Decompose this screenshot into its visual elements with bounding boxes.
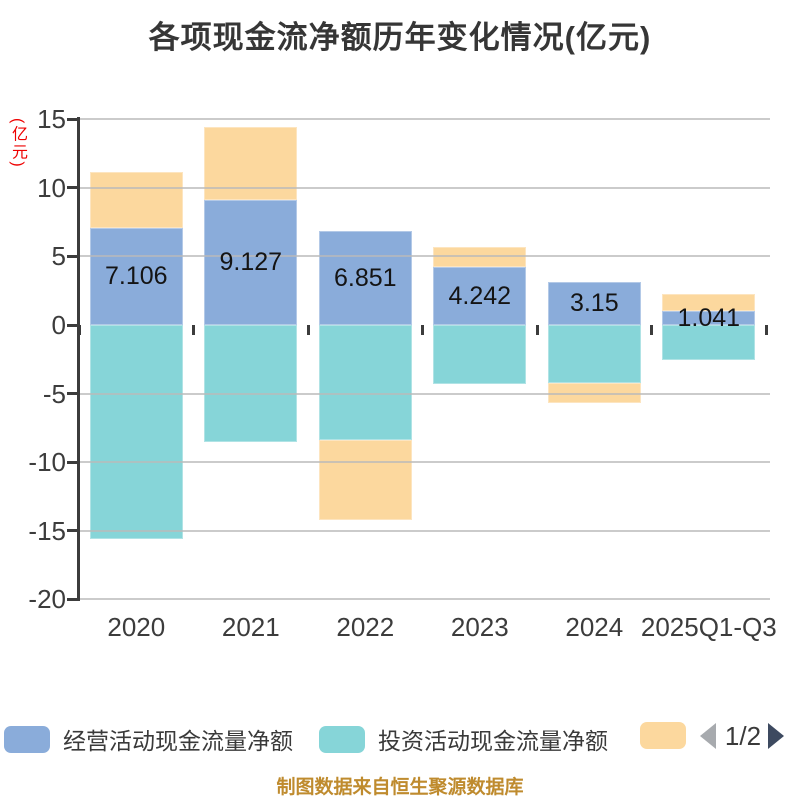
bar-segment-operating-2023[interactable]: [433, 266, 527, 325]
x-axis-label-2025Q1-Q3: 2025Q1-Q3: [640, 612, 777, 642]
y-axis-tick: [67, 460, 78, 464]
bar-value-label: 1.041: [677, 303, 741, 332]
x-axis-tick: [535, 325, 539, 335]
y-axis-label--10: -10: [28, 447, 66, 478]
y-axis-line: [77, 117, 80, 601]
y-axis-label-5: 5: [51, 241, 66, 272]
x-axis-label-2024: 2024: [565, 612, 624, 642]
y-axis-label-10: 10: [37, 172, 66, 203]
gridline-y--15: [79, 529, 770, 532]
bar-segment-operating-2022[interactable]: [318, 231, 412, 325]
x-axis-label-2021: 2021: [221, 612, 280, 642]
y-axis-tick: [67, 392, 78, 396]
legend-swatch-operating: [4, 725, 50, 753]
x-axis-tick: [77, 325, 81, 335]
y-axis-tick: [67, 186, 78, 190]
gridline-y-15: [79, 118, 770, 121]
y-axis-tick: [67, 254, 78, 258]
bar-value-label: 9.127: [219, 248, 283, 277]
bar-segment-operating-2021[interactable]: [204, 199, 298, 325]
y-axis-tick: [67, 597, 78, 601]
bar-segment-investing-2022[interactable]: [318, 325, 412, 440]
gridline-y-10: [79, 186, 770, 189]
bar-segment-investing-2020[interactable]: [89, 325, 183, 539]
legend-swatch-financing: [640, 722, 686, 749]
gridline-y--10: [79, 461, 770, 464]
x-axis-tick: [192, 325, 195, 335]
data-source-note: 制图数据来自恒生聚源数据库: [276, 777, 524, 798]
x-axis-label-2023: 2023: [450, 612, 509, 642]
y-axis-label-0: 0: [51, 310, 66, 340]
bar-segment-financing-2020[interactable]: [89, 172, 183, 228]
legend-prev-page-arrow-icon[interactable]: [700, 723, 716, 749]
bar-segment-operating-2024[interactable]: [547, 281, 641, 325]
x-axis-tick: [764, 325, 768, 335]
bar-segment-investing-2023[interactable]: [433, 325, 527, 385]
legend-item-financing[interactable]: [640, 722, 699, 749]
legend-swatch-investing: [319, 725, 365, 753]
bar-segment-financing-2022[interactable]: [318, 439, 412, 520]
x-axis-tick: [306, 325, 310, 335]
legend-label-investing: 投资活动现金流量净额: [378, 728, 608, 754]
x-axis-label-2022: 2022: [336, 612, 395, 642]
bar-value-label: 3.15: [569, 289, 619, 318]
bar-segment-operating-2025Q1-Q3[interactable]: [662, 310, 756, 325]
legend-item-operating[interactable]: 经营活动现金流量净额: [4, 722, 293, 756]
bar-value-label: 4.242: [448, 281, 512, 310]
y-axis-tick: [67, 117, 78, 121]
bar-segment-operating-2020[interactable]: [89, 227, 183, 325]
y-axis-label--5: -5: [42, 378, 66, 409]
gridline-y--20: [79, 598, 770, 601]
y-axis-unit-label: (亿元): [9, 118, 26, 169]
bar-segment-investing-2021[interactable]: [204, 325, 298, 442]
bar-value-label: 7.106: [105, 262, 168, 291]
gridline-y-5: [79, 255, 770, 258]
legend-page-indicator: 1/2: [724, 721, 762, 751]
y-axis-label--20: -20: [28, 584, 66, 615]
chart-title: 各项现金流净额历年变化情况(亿元): [148, 20, 652, 55]
bar-segment-investing-2025Q1-Q3[interactable]: [662, 325, 756, 360]
legend-next-page-arrow-icon[interactable]: [768, 723, 784, 749]
x-axis-tick: [650, 325, 653, 335]
x-axis-label-2020: 2020: [107, 612, 166, 642]
bar-value-label: 6.851: [334, 264, 397, 292]
y-axis-label--15: -15: [28, 515, 66, 546]
y-axis-label-15: 15: [37, 104, 66, 135]
bar-segment-investing-2024[interactable]: [547, 325, 641, 384]
legend-label-operating: 经营活动现金流量净额: [63, 728, 293, 754]
y-axis-tick: [67, 529, 78, 533]
legend: 经营活动现金流量净额 投资活动现金流量净额: [0, 715, 800, 760]
y-axis-tick: [67, 323, 78, 327]
bar-segment-financing-2025Q1-Q3[interactable]: [662, 294, 756, 311]
gridline-y--5: [79, 392, 770, 395]
x-axis-tick: [421, 325, 424, 335]
legend-item-investing[interactable]: 投资活动现金流量净额: [319, 722, 608, 756]
